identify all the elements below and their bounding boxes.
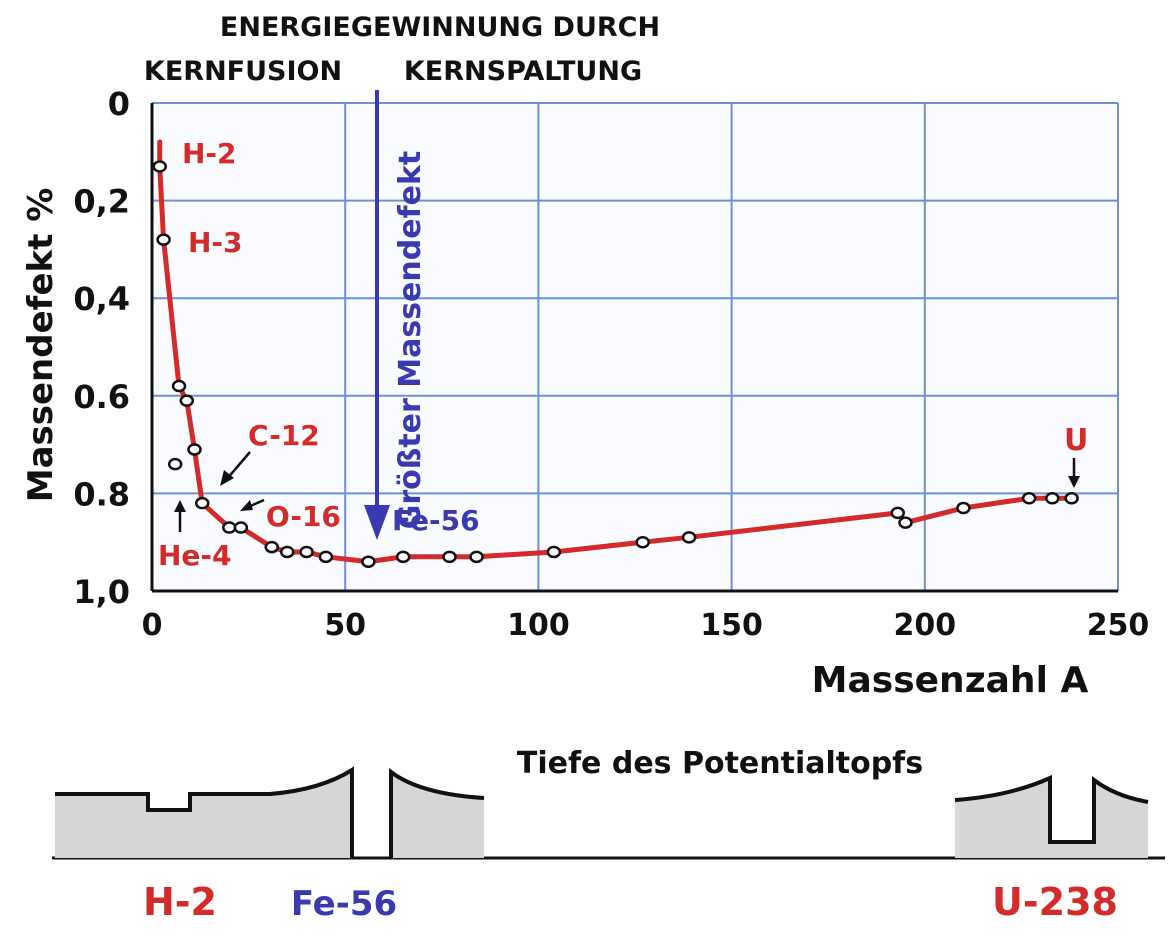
y-tick-label: 0.6 <box>73 378 130 416</box>
y-tick-label: 0,4 <box>73 280 130 318</box>
x-tick-label: 200 <box>893 608 956 643</box>
data-point <box>546 545 562 559</box>
label-fe56: Fe-56 <box>392 504 480 537</box>
data-point <box>318 550 334 564</box>
x-tick-label: 50 <box>324 608 366 643</box>
data-point <box>299 545 314 559</box>
label-o16: O-16 <box>266 500 341 533</box>
data-point <box>187 443 202 456</box>
max-defect-arrow: Größter Massendefekt <box>364 90 428 540</box>
data-point <box>194 496 210 510</box>
data-point <box>681 531 697 544</box>
x-tick-labels: 0 50 100 150 200 250 <box>142 608 1150 643</box>
y-tick-label: 0 <box>108 85 130 123</box>
data-point <box>156 233 171 246</box>
he4-arrow-head <box>174 500 186 512</box>
annotations: H-2 H-3 C-12 O-16 He-4 U Fe-56 <box>158 137 1088 572</box>
data-point <box>1021 492 1037 505</box>
data-point <box>171 379 187 393</box>
o16-arrow-head <box>240 500 253 511</box>
arrow-label: Größter Massendefekt <box>393 151 428 530</box>
x-tick-label: 250 <box>1087 608 1150 643</box>
label-h3: H-3 <box>188 226 243 259</box>
plot-area: 0 50 100 150 200 250 0 0,2 0,4 0.6 0.8 1,0 <box>73 85 1149 643</box>
well-h2-fe-left <box>55 770 352 858</box>
data-point <box>167 457 183 471</box>
data-point <box>152 160 167 173</box>
label-c12: C-12 <box>248 419 320 452</box>
c12-arrow-head <box>220 470 234 486</box>
well-label-h2: H-2 <box>143 880 217 924</box>
x-tick-label: 0 <box>142 608 163 643</box>
well-u238 <box>955 778 1148 858</box>
label-u: U <box>1064 423 1088 458</box>
wells-title: Tiefe des Potentialtopfs <box>517 746 923 781</box>
x-tick-label: 150 <box>700 608 763 643</box>
potential-wells <box>52 766 1165 860</box>
axes <box>150 103 1118 593</box>
y-axis-label: Massendefekt % <box>21 188 61 503</box>
label-h2: H-2 <box>182 137 237 170</box>
data-point <box>890 506 906 520</box>
grid <box>151 102 1119 592</box>
y-tick-label: 0,2 <box>73 183 130 221</box>
arrow-head <box>364 505 390 540</box>
u-arrow-head <box>1068 476 1080 488</box>
data-point <box>222 521 237 534</box>
header-fission: KERNSPALTUNG <box>404 56 642 87</box>
well-u238-inner <box>1051 786 1093 840</box>
well-h2-fe-left-outline <box>55 766 354 858</box>
data-point <box>179 394 195 407</box>
data-point <box>233 521 249 534</box>
y-tick-labels: 0 0,2 0,4 0.6 0.8 1,0 <box>73 85 130 611</box>
data-point <box>635 535 650 549</box>
data-point <box>442 550 457 564</box>
x-axis-label: Massenzahl A <box>812 660 1089 701</box>
data-point <box>279 545 295 559</box>
well-u238-outline <box>954 774 1149 844</box>
well-label-u238: U-238 <box>992 880 1118 924</box>
well-fe-right <box>391 772 484 858</box>
data-point <box>898 516 913 529</box>
data-point <box>469 550 484 564</box>
header-fusion: KERNFUSION <box>144 56 342 87</box>
x-tick-label: 100 <box>507 608 570 643</box>
label-he4: He-4 <box>158 539 232 572</box>
y-tick-label: 1,0 <box>73 573 130 611</box>
data-point <box>1045 492 1060 505</box>
data-point <box>1064 492 1079 505</box>
well-label-fe56: Fe-56 <box>291 884 397 924</box>
data-point <box>956 501 971 515</box>
header-line1: ENERGIEGEWINNUNG DURCH <box>220 12 660 43</box>
well-fe-right-outline <box>389 767 485 858</box>
y-tick-label: 0.8 <box>73 475 130 513</box>
data-point <box>395 550 411 564</box>
data-points <box>152 160 1079 568</box>
data-point <box>361 555 376 568</box>
data-point <box>264 540 280 554</box>
